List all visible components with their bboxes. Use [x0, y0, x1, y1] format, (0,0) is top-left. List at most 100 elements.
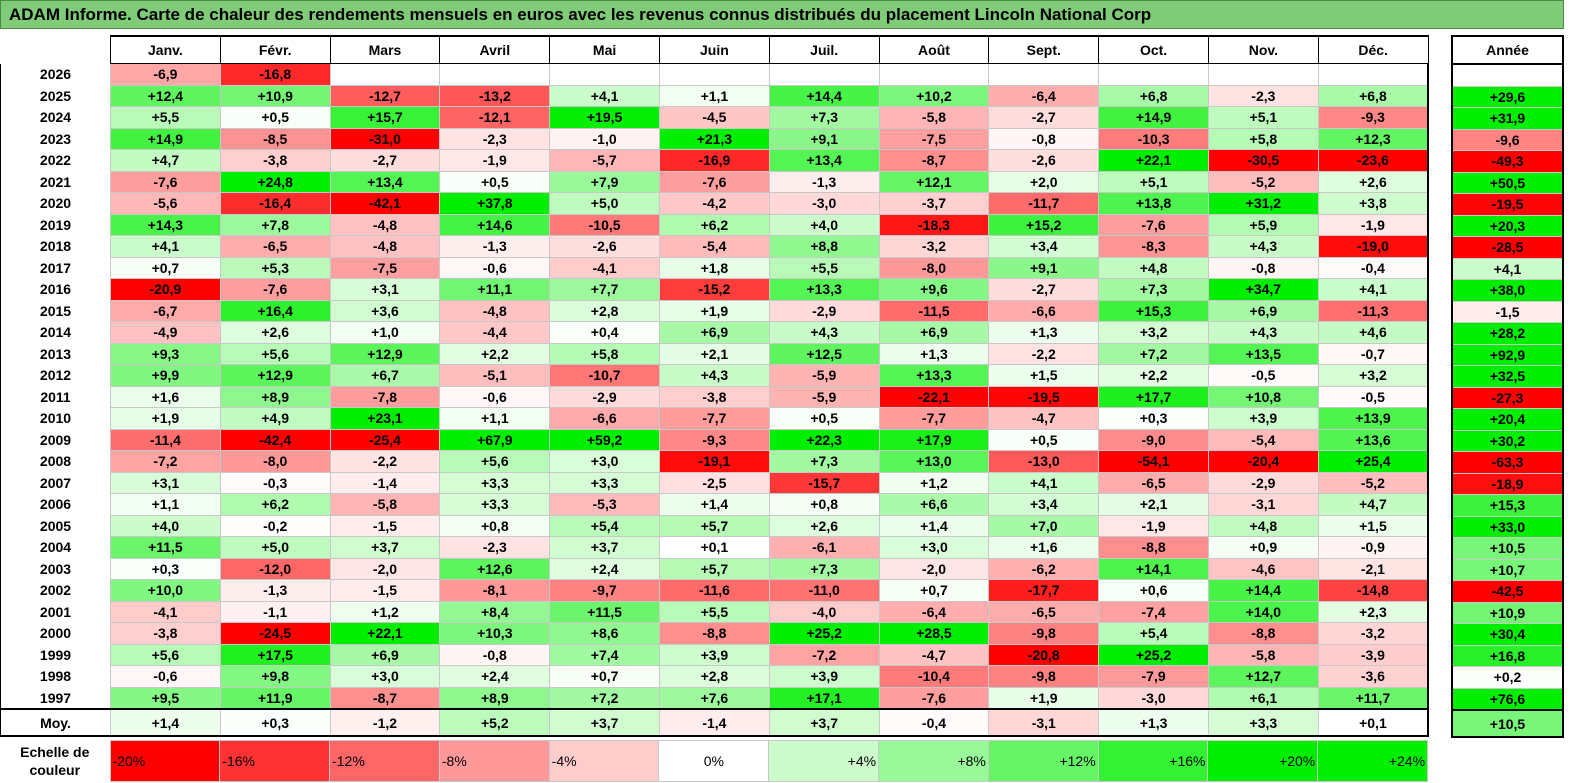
- table-row: +76,6: [1451, 688, 1564, 711]
- heatmap-cell: +9,3: [110, 342, 221, 365]
- heatmap-cell: -8,5: [219, 127, 331, 150]
- month-header: Oct.: [1098, 35, 1209, 64]
- heatmap-cell: +4,3: [768, 321, 880, 344]
- heatmap-cell: [329, 63, 441, 86]
- heatmap-cell: +10,8: [1207, 385, 1319, 408]
- table-row: +16,8: [1451, 645, 1564, 667]
- average-row: Moy. +1,4 +0,3 -1,2 +5,2 +3,7 -1,4 +3,7 -0,4 -3,1…: [0, 708, 1430, 737]
- heatmap-cell: +2,2: [1098, 364, 1209, 387]
- month-header: Mai: [549, 35, 660, 64]
- heatmap-cell: +7,8: [219, 213, 331, 236]
- color-scale-swatch: -20%: [109, 740, 221, 782]
- table-row: -42,5: [1451, 580, 1564, 603]
- heatmap-cell: -2,9: [1207, 471, 1319, 494]
- heatmap-cell: +28,5: [878, 622, 990, 645]
- heatmap-cell: -1,3: [768, 170, 880, 193]
- table-row: 2005 +4,0 -0,2 -1,5 +0,8 +5,4 +5,7 +2,6 +1,4 +7,0…: [0, 514, 1430, 537]
- heatmap-cell: +14,9: [1098, 106, 1209, 129]
- table-row: 2026 -6,9 -16,8: [0, 63, 1430, 86]
- year-label: 2024: [0, 106, 111, 128]
- heatmap-cell: +10,2: [878, 84, 990, 107]
- heatmap-cell: -2,7: [329, 149, 441, 172]
- heatmap-cell: -7,2: [110, 450, 221, 473]
- annual-cell: +50,5: [1451, 172, 1564, 194]
- average-cell: +3,7: [549, 708, 660, 737]
- heatmap-cell: -3,2: [1317, 622, 1430, 645]
- heatmap-cell: -19,1: [658, 450, 770, 473]
- color-scale-swatch: +12%: [987, 740, 1099, 782]
- heatmap-cell: -4,8: [439, 299, 551, 322]
- heatmap-cell: -4,6: [1207, 557, 1319, 580]
- heatmap-cell: +0,5: [219, 106, 331, 129]
- color-scale-swatch: 0%: [658, 740, 770, 782]
- heatmap-cell: +5,9: [1207, 213, 1319, 236]
- heatmap-cell: -5,2: [1317, 471, 1430, 494]
- heatmap-cell: +4,1: [549, 84, 660, 107]
- heatmap-cell: +1,5: [988, 364, 1100, 387]
- table-row: +20,3: [1451, 215, 1564, 237]
- heatmap-cell: +12,9: [219, 364, 331, 387]
- heatmap-cell: -13,0: [988, 450, 1100, 473]
- heatmap-cell: +3,8: [1317, 192, 1430, 215]
- table-row: 2004 +11,5 +5,0 +3,7 -2,3 +3,7 +0,1 -6,1 +3,0 +1,…: [0, 536, 1430, 559]
- table-row: +50,5: [1451, 172, 1564, 194]
- heatmap-cell: +4,6: [1317, 321, 1430, 344]
- heatmap-cell: +5,0: [219, 536, 331, 559]
- heatmap-cell: -8,8: [1098, 536, 1209, 559]
- heatmap-cell: +7,4: [549, 643, 660, 666]
- heatmap-cell: -6,2: [988, 557, 1100, 580]
- heatmap-cell: -1,0: [549, 127, 660, 150]
- heatmap-cell: +4,9: [219, 407, 331, 430]
- table-row: +32,5: [1451, 365, 1564, 388]
- heatmap-cell: +2,4: [549, 557, 660, 580]
- heatmap-cell: -6,1: [768, 536, 880, 559]
- heatmap-cell: -0,6: [439, 385, 551, 408]
- table-row: -27,3: [1451, 387, 1564, 409]
- heatmap-cell: -16,9: [658, 149, 770, 172]
- year-label: 2004: [0, 536, 111, 558]
- heatmap-cell: -7,2: [768, 643, 880, 666]
- heatmap-cell: -12,0: [219, 557, 331, 580]
- heatmap-cell: -9,8: [988, 665, 1100, 688]
- heatmap-cell: -5,9: [768, 385, 880, 408]
- heatmap-cell: -7,6: [658, 170, 770, 193]
- table-row: 2012 +9,9 +12,9 +6,7 -5,1 -10,7 +4,3 -5,9 +13,3 +…: [0, 364, 1430, 387]
- heatmap-cell: [768, 63, 880, 86]
- heatmap-cell: +3,3: [439, 471, 551, 494]
- report-title: ADAM Informe. Carte de chaleur des rende…: [0, 0, 1564, 29]
- color-scale-swatch: +24%: [1317, 740, 1429, 782]
- heatmap-cell: -11,4: [110, 428, 221, 451]
- heatmap-cell: +9,8: [219, 665, 331, 688]
- heatmap-cell: +4,3: [658, 364, 770, 387]
- annual-cell: +76,6: [1451, 688, 1564, 711]
- heatmap-cell: -15,2: [658, 278, 770, 301]
- table-row: +10,5: [1451, 537, 1564, 560]
- table-row: 2022 +4,7 -3,8 -2,7 -1,9 -5,7 -16,9 +13,4 -8,7 -2…: [0, 149, 1430, 172]
- heatmap-cell: [1098, 63, 1209, 86]
- heatmap-cell: -3,2: [878, 235, 990, 258]
- heatmap-cell: +5,6: [110, 643, 221, 666]
- heatmap-cell: +7,3: [768, 450, 880, 473]
- heatmap-cell: +4,7: [1317, 493, 1430, 516]
- annual-cell: +15,3: [1451, 494, 1564, 517]
- heatmap-cell: +13,5: [1207, 342, 1319, 365]
- heatmap-cell: +14,1: [1098, 557, 1209, 580]
- heatmap-cell: [658, 63, 770, 86]
- heatmap-cell: +4,1: [1317, 278, 1430, 301]
- heatmap-cell: +24,8: [219, 170, 331, 193]
- heatmap-cell: +31,2: [1207, 192, 1319, 215]
- heatmap-cell: -3,8: [110, 622, 221, 645]
- table-row: 2025 +12,4 +10,9 -12,7 -13,2 +4,1 +1,1 +14,4 +10…: [0, 84, 1430, 107]
- heatmap-cell: -10,3: [1098, 127, 1209, 150]
- table-row: 1998 -0,6 +9,8 +3,0 +2,4 +0,7 +2,8 +3,9 -10,4 -9,…: [0, 665, 1430, 688]
- heatmap-cell: +1,9: [110, 407, 221, 430]
- table-row: 2019 +14,3 +7,8 -4,8 +14,6 -10,5 +6,2 +4,0 -18,3…: [0, 213, 1430, 236]
- heatmap-cell: -20,8: [988, 643, 1100, 666]
- heatmap-cell: +12,6: [439, 557, 551, 580]
- year-label: 1998: [0, 665, 111, 687]
- table-row: 2009 -11,4 -42,4 -25,4 +67,9 +59,2 -9,3 +22,3 +1…: [0, 428, 1430, 451]
- heatmap-cell: +5,7: [658, 557, 770, 580]
- heatmap-cell: -6,7: [110, 299, 221, 322]
- year-label: 2010: [0, 407, 111, 429]
- heatmap-cell: +9,9: [110, 364, 221, 387]
